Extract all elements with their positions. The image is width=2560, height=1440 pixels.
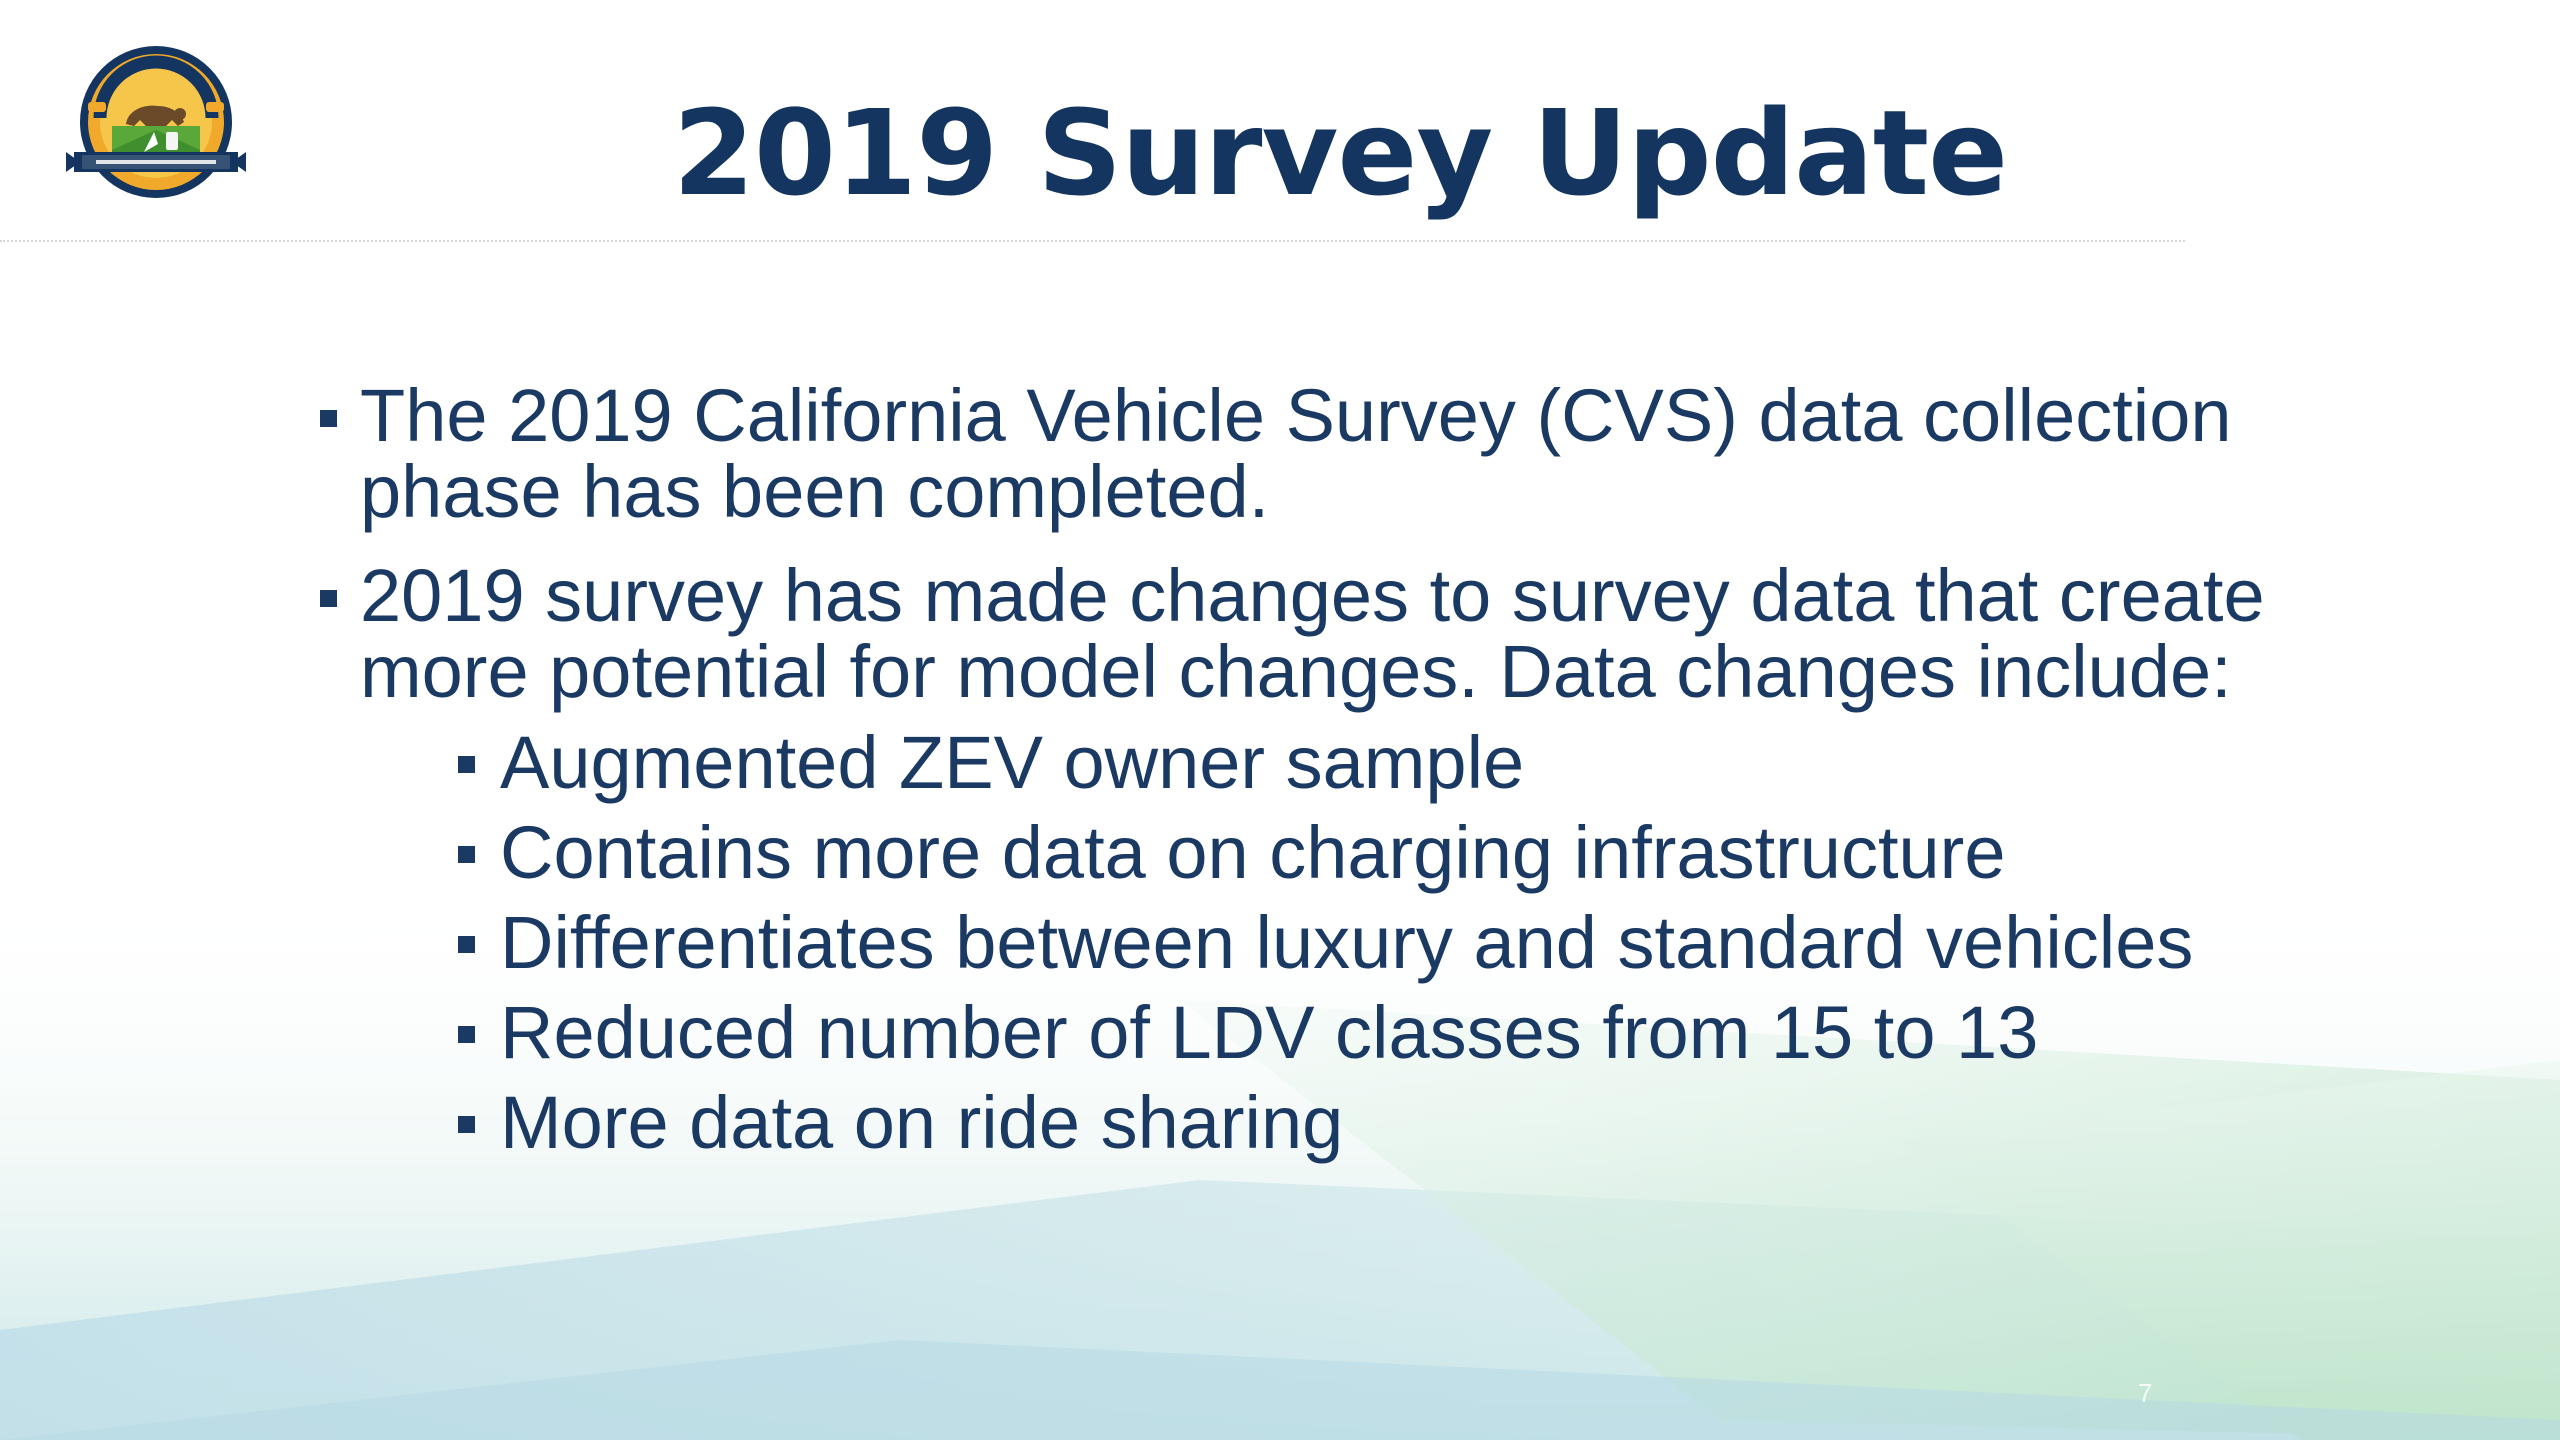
page-number: 7 [2138, 1378, 2153, 1408]
title-divider [0, 240, 2185, 242]
sub-bullet-item: Differentiates between luxury and standa… [456, 898, 2378, 988]
sub-bullet-item: Augmented ZEV owner sample [456, 718, 2378, 808]
bullet-list: The 2019 California Vehicle Survey (CVS)… [318, 378, 2378, 1168]
bullet-text: 2019 survey has made changes to survey d… [360, 554, 2265, 713]
bullet-item: 2019 survey has made changes to survey d… [318, 558, 2378, 1168]
bullet-text: The 2019 California Vehicle Survey (CVS)… [360, 374, 2232, 533]
bullet-item: The 2019 California Vehicle Survey (CVS)… [318, 378, 2378, 530]
sub-bullet-item: Reduced number of LDV classes from 15 to… [456, 988, 2378, 1078]
energy-commission-logo [66, 46, 246, 198]
sub-bullet-list: Augmented ZEV owner sample Contains more… [318, 718, 2378, 1168]
sub-bullet-item: Contains more data on charging infrastru… [456, 808, 2378, 898]
sub-bullet-item: More data on ride sharing [456, 1078, 2378, 1168]
slide-title: 2019 Survey Update [672, 84, 2008, 222]
